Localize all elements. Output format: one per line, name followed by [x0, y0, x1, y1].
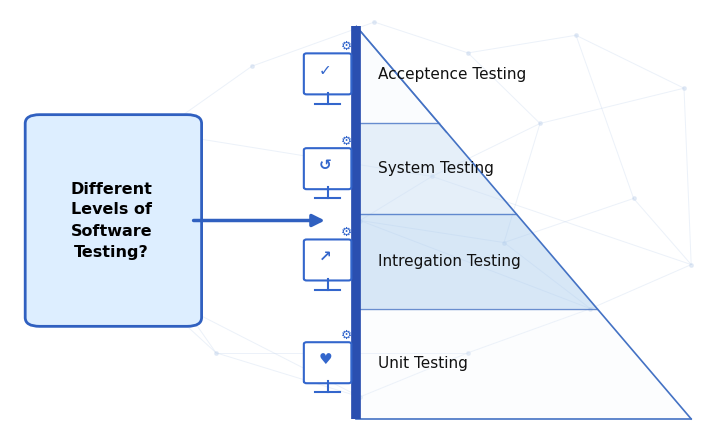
Text: ↗: ↗ — [319, 249, 332, 264]
FancyBboxPatch shape — [304, 342, 351, 383]
Text: System Testing: System Testing — [378, 161, 494, 176]
FancyBboxPatch shape — [25, 115, 202, 326]
Polygon shape — [356, 309, 691, 419]
Polygon shape — [356, 214, 597, 309]
Text: ↺: ↺ — [319, 158, 332, 173]
Text: Different
Levels of
Software
Testing?: Different Levels of Software Testing? — [71, 182, 153, 259]
Text: Intregation Testing: Intregation Testing — [378, 254, 521, 269]
FancyBboxPatch shape — [304, 148, 351, 189]
Polygon shape — [356, 123, 516, 214]
Text: Unit Testing: Unit Testing — [378, 356, 468, 371]
Text: ✓: ✓ — [319, 63, 332, 78]
Text: ♥: ♥ — [319, 352, 333, 367]
FancyBboxPatch shape — [304, 239, 351, 280]
Polygon shape — [356, 26, 439, 123]
Text: ⚙: ⚙ — [341, 40, 352, 53]
FancyBboxPatch shape — [304, 53, 351, 94]
Text: ⚙: ⚙ — [341, 135, 352, 148]
Text: Acceptence Testing: Acceptence Testing — [378, 67, 526, 82]
Text: ⚙: ⚙ — [341, 329, 352, 342]
Text: ⚙: ⚙ — [341, 226, 352, 239]
